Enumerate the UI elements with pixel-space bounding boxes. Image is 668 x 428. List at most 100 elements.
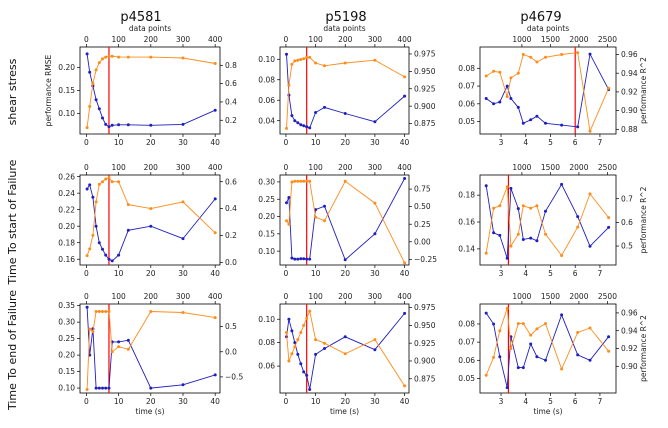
- r2-line: [86, 55, 216, 128]
- top-x-tick-label: 2500: [598, 163, 617, 172]
- x-tick-label: 10: [114, 397, 124, 406]
- top-x-tick-label: 400: [397, 35, 412, 44]
- r2-point: [293, 179, 297, 183]
- right-y-tick-label: 0.92: [621, 88, 638, 97]
- top-x-tick-label: 400: [397, 163, 412, 172]
- y-tick-label: 0.22: [58, 205, 75, 214]
- r2-point: [101, 180, 104, 184]
- top-x-tick-label: 0: [84, 292, 89, 301]
- column-title-p4581: p4581: [120, 10, 161, 25]
- top-x-tick-label: 400: [397, 292, 412, 301]
- y-tick-label: 0.15: [58, 367, 75, 376]
- rmse-point: [484, 184, 488, 188]
- r2-point: [535, 327, 539, 331]
- y-tick-label: 0.24: [58, 189, 75, 198]
- r2-point: [285, 331, 288, 334]
- rmse-point: [373, 120, 377, 124]
- top-x-tick-label: 200: [338, 35, 353, 44]
- subplot-3-2: 0 10 20 30 400 100 200 300 4000.060.080.100.8750…: [258, 292, 435, 416]
- r2-point: [85, 388, 89, 391]
- rmse-point: [181, 122, 185, 126]
- rmse-point: [588, 244, 592, 248]
- x-axis-label: time (s): [330, 407, 359, 416]
- rmse-point: [560, 313, 564, 317]
- r2-line: [485, 186, 609, 257]
- row-label-time-to-start-of-failure: Time To start of Failure: [6, 159, 19, 285]
- top-x-tick-label: 0: [284, 292, 289, 301]
- r2-point: [88, 327, 92, 331]
- rmse-point: [85, 52, 89, 56]
- r2-point: [299, 331, 303, 334]
- top-x-tick-label: 100: [308, 163, 323, 172]
- rmse-point: [88, 183, 92, 187]
- r2-point: [290, 352, 294, 356]
- rmse-line: [286, 54, 405, 129]
- top-x-tick-label: 400: [208, 35, 223, 44]
- r2-point: [403, 384, 407, 388]
- r2-point: [302, 179, 306, 183]
- rmse-point: [505, 386, 509, 390]
- rmse-point: [535, 239, 539, 243]
- rmse-point: [484, 311, 488, 315]
- right-y-tick-label: 0.6: [225, 79, 237, 88]
- y-tick-label: 0.20: [58, 63, 75, 72]
- r2-point: [498, 204, 502, 208]
- y-tick-label: 0.15: [58, 86, 75, 95]
- r2-point: [110, 180, 114, 184]
- r2-point: [149, 207, 153, 211]
- y-tick-label: 0.16: [458, 218, 475, 227]
- x-tick-label: 10: [311, 138, 321, 147]
- r2-point: [293, 59, 297, 63]
- x-tick-label: 20: [146, 397, 156, 406]
- rmse-point: [181, 237, 185, 241]
- top-x-axis-label: data points: [129, 24, 171, 33]
- right-y-tick-label: 0.90: [621, 362, 638, 371]
- rmse-point: [302, 257, 306, 261]
- right-y-tick-label: 0.950: [414, 321, 436, 330]
- rmse-point: [403, 311, 407, 315]
- r2-point: [403, 75, 407, 79]
- y-tick-label: 0.15: [258, 229, 275, 238]
- r2-point: [94, 200, 98, 204]
- rmse-point: [91, 195, 95, 199]
- rmse-point: [107, 125, 111, 129]
- subplot-1-3: 3 4 5 6 7 1000 1500 2000 2500 0.05 0.06 0.07 0.08 0.8…: [458, 24, 648, 147]
- rmse-point: [343, 112, 347, 115]
- r2-point: [314, 338, 318, 342]
- x-tick-label: 0: [284, 269, 289, 278]
- top-x-tick-label: 200: [144, 163, 159, 172]
- r2-point: [88, 247, 92, 251]
- y-tick-label: 0.25: [258, 195, 275, 204]
- r2-point: [521, 53, 525, 56]
- r2-point: [110, 54, 114, 58]
- rmse-line: [86, 307, 216, 389]
- r2-line: [286, 180, 406, 264]
- right-y-tick-label: 0.975: [414, 50, 436, 59]
- column-title-p5198: p5198: [325, 10, 366, 25]
- x-tick-label: 20: [146, 269, 156, 278]
- r2-point: [314, 215, 318, 219]
- r2-point: [149, 310, 153, 313]
- rmse-point: [343, 335, 347, 339]
- r2-point: [104, 177, 108, 181]
- r2-point: [373, 338, 377, 342]
- x-tick-label: 20: [146, 138, 156, 147]
- rmse-point: [373, 348, 377, 352]
- top-x-tick-label: 300: [176, 292, 191, 301]
- right-y-tick-label: 0.975: [414, 303, 436, 312]
- r2-point: [314, 61, 318, 65]
- r2-point: [373, 58, 377, 62]
- rmse-point: [110, 123, 114, 127]
- y-tick-label: 0.25: [58, 334, 75, 343]
- r2-point: [97, 310, 101, 313]
- r2-point: [509, 347, 513, 350]
- r2-point: [104, 310, 108, 313]
- rmse-point: [296, 121, 300, 125]
- r2-point: [302, 323, 306, 327]
- right-y-tick-label: 0.4: [225, 98, 237, 107]
- right-y-tick-label: 0.90: [621, 106, 638, 115]
- top-x-tick-label: 100: [111, 35, 126, 44]
- r2-point: [308, 55, 312, 59]
- r2-point: [484, 74, 488, 78]
- rmse-point: [323, 347, 326, 350]
